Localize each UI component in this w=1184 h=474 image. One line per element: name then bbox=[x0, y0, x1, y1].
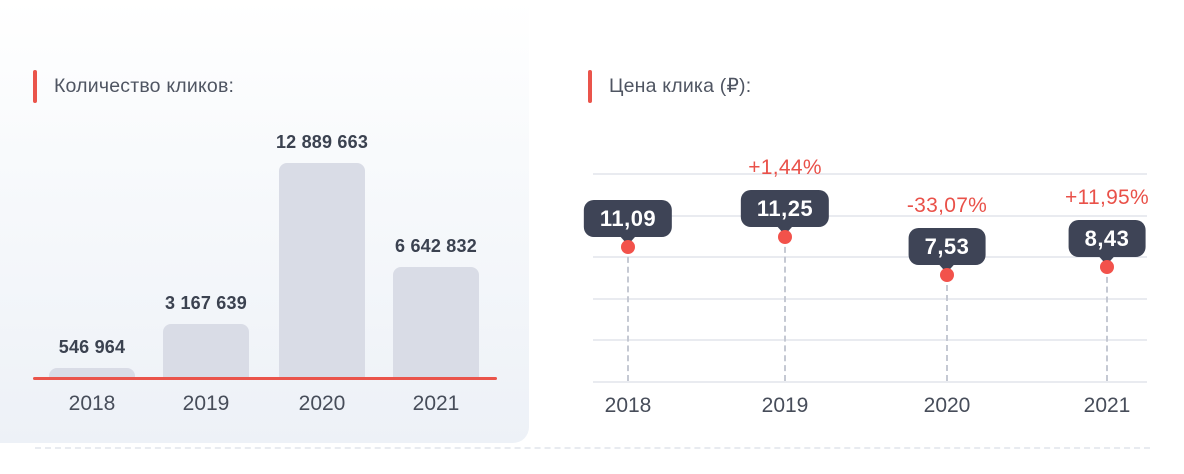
bar-value-label: 6 642 832 bbox=[395, 236, 477, 256]
x-axis-label: 2020 bbox=[298, 392, 346, 415]
x-axis-label: 2018 bbox=[68, 392, 116, 415]
data-point-dot bbox=[1100, 260, 1114, 274]
value-badge: 8,43 bbox=[1068, 220, 1146, 265]
data-point-dot bbox=[621, 240, 635, 254]
bar bbox=[279, 163, 365, 377]
cpc-chart-title-text: Цена клика (₽): bbox=[609, 75, 752, 97]
dashed-stem bbox=[627, 247, 629, 381]
bar bbox=[49, 368, 135, 377]
x-axis-label: 2020 bbox=[923, 394, 971, 417]
gridline bbox=[593, 214, 1147, 217]
dashed-stem bbox=[1106, 267, 1108, 381]
percent-change-label: +11,95% bbox=[1064, 186, 1150, 209]
cpc-chart-title: Цена клика (₽): bbox=[588, 69, 751, 103]
bar-value-label: 12 889 663 bbox=[275, 132, 369, 152]
gridline bbox=[593, 256, 1147, 258]
baseline bbox=[33, 377, 497, 380]
data-point-dot bbox=[940, 268, 954, 282]
bar-value-label: 3 167 639 bbox=[165, 293, 247, 313]
clicks-chart-title: Количество кликов: bbox=[33, 69, 234, 103]
data-point-dot bbox=[778, 230, 792, 244]
title-accent-bar bbox=[33, 69, 37, 103]
bar bbox=[163, 324, 249, 377]
title-accent-bar bbox=[588, 69, 592, 103]
value-badge: 11,25 bbox=[740, 190, 830, 235]
bottom-separator-line bbox=[35, 447, 1150, 449]
bar bbox=[393, 267, 479, 377]
clicks-chart-title-text: Количество кликов: bbox=[54, 74, 235, 97]
dashed-stem bbox=[784, 237, 786, 381]
x-axis-label: 2021 bbox=[1083, 394, 1131, 417]
value-badge: 11,09 bbox=[583, 200, 673, 245]
x-axis-label: 2019 bbox=[182, 392, 230, 415]
x-axis-label: 2018 bbox=[604, 394, 652, 417]
dashed-stem bbox=[946, 275, 948, 381]
gridline bbox=[593, 297, 1147, 300]
gridline bbox=[593, 380, 1147, 383]
gridline bbox=[593, 173, 1147, 175]
value-badge: 7,53 bbox=[908, 228, 986, 273]
x-axis-label: 2021 bbox=[412, 392, 460, 415]
bar-value-label: 546 964 bbox=[58, 337, 126, 357]
gridline bbox=[593, 339, 1147, 341]
percent-change-label: +1,44% bbox=[748, 156, 822, 179]
percent-change-label: -33,07% bbox=[906, 194, 988, 217]
x-axis-label: 2019 bbox=[761, 394, 809, 417]
